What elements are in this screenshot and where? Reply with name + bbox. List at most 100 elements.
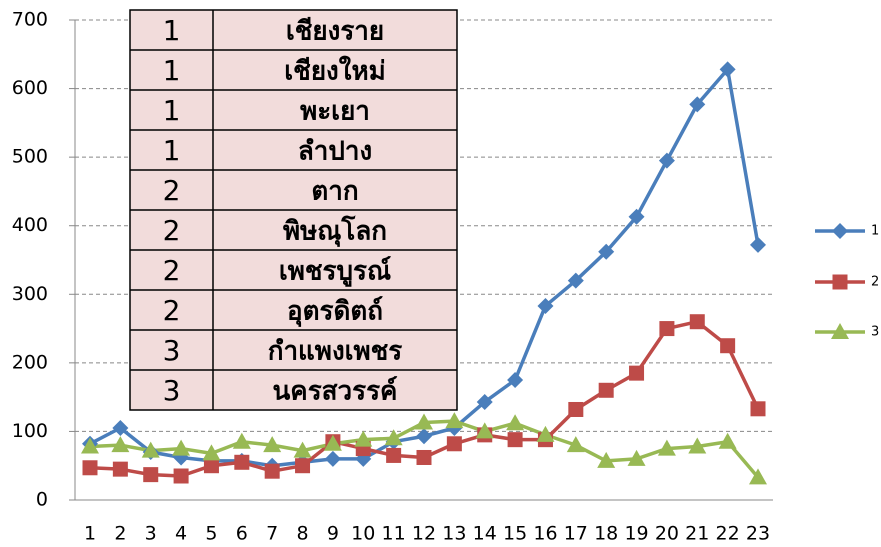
x-tick-label: 16	[533, 523, 557, 545]
marker	[688, 437, 707, 454]
marker	[354, 430, 373, 447]
table-cell: เชียงใหม่	[284, 56, 385, 87]
marker	[293, 441, 312, 458]
marker	[263, 436, 282, 453]
marker	[628, 208, 645, 225]
x-tick-label: 19	[624, 523, 648, 545]
marker	[507, 432, 523, 448]
table-cell: 2	[163, 214, 181, 247]
marker	[598, 243, 615, 260]
marker	[720, 338, 736, 354]
x-tick-label: 23	[746, 523, 770, 545]
table-cell: พิษณุโลก	[283, 215, 387, 248]
marker	[416, 428, 432, 445]
marker	[324, 450, 341, 467]
x-tick-label: 6	[236, 523, 248, 545]
marker	[475, 422, 494, 439]
y-tick-label: 200	[12, 351, 48, 373]
x-tick-label: 10	[351, 523, 375, 545]
marker	[143, 467, 159, 483]
x-tick-label: 22	[716, 523, 740, 545]
marker	[749, 468, 767, 485]
marker	[658, 152, 675, 169]
marker	[567, 272, 584, 289]
table-cell: ตาก	[311, 177, 358, 207]
marker	[476, 393, 493, 410]
x-tick-label: 14	[473, 523, 497, 545]
marker	[295, 458, 311, 474]
marker	[750, 401, 766, 417]
marker	[659, 321, 675, 337]
marker	[689, 314, 705, 330]
marker	[719, 61, 736, 78]
y-tick-label: 700	[12, 9, 48, 31]
marker	[536, 425, 555, 442]
x-tick-label: 4	[175, 523, 187, 545]
x-tick-label: 18	[594, 523, 618, 545]
marker	[718, 432, 737, 449]
table-cell: 2	[163, 254, 181, 287]
x-tick-label: 7	[266, 523, 278, 545]
marker	[82, 460, 98, 476]
marker	[537, 297, 554, 314]
table-cell: 1	[163, 94, 181, 127]
marker	[832, 274, 848, 290]
x-tick-label: 13	[442, 523, 466, 545]
table-cell: 2	[163, 294, 181, 327]
y-tick-label: 600	[12, 77, 48, 99]
table-cell: พะเยา	[300, 97, 370, 127]
marker	[384, 429, 403, 446]
marker	[506, 414, 525, 431]
marker	[832, 223, 848, 239]
x-tick-label: 11	[382, 523, 406, 545]
table-cell: 2	[163, 174, 181, 207]
y-tick-label: 300	[12, 283, 48, 305]
table-cell: อุตรดิตถ์	[287, 296, 383, 328]
legend-label: 2	[871, 275, 879, 290]
marker	[657, 439, 676, 456]
marker	[234, 454, 250, 470]
marker	[323, 434, 342, 451]
marker	[445, 412, 464, 429]
x-tick-label: 9	[327, 523, 339, 545]
x-tick-label: 5	[205, 523, 217, 545]
y-tick-label: 500	[12, 146, 48, 168]
table-cell: 3	[163, 374, 181, 407]
x-tick-label: 12	[412, 523, 436, 545]
marker	[112, 461, 128, 477]
marker	[831, 323, 849, 339]
y-tick-label: 100	[12, 420, 48, 442]
y-tick-label: 400	[12, 214, 48, 236]
marker	[507, 372, 524, 388]
marker	[386, 447, 402, 463]
marker	[416, 449, 432, 465]
table-cell: 1	[163, 14, 181, 47]
y-tick-label: 0	[36, 489, 48, 511]
table-cell: 1	[163, 54, 181, 87]
marker	[202, 444, 221, 461]
marker	[750, 236, 766, 253]
table-cell: ลำปาง	[298, 137, 372, 167]
x-tick-label: 21	[685, 523, 709, 545]
x-tick-label: 20	[655, 523, 679, 545]
table-cell: กำแพงเพชร	[268, 337, 403, 367]
marker	[173, 468, 189, 484]
marker	[232, 432, 251, 449]
x-tick-label: 17	[564, 523, 588, 545]
x-tick-label: 2	[114, 523, 126, 545]
marker	[415, 413, 433, 430]
marker	[264, 463, 280, 479]
marker	[141, 441, 160, 458]
table-cell: นครสวรรค์	[273, 376, 398, 407]
x-tick-label: 3	[145, 523, 157, 545]
marker	[568, 401, 584, 417]
table-cell: เพชรบูรณ์	[279, 256, 391, 288]
x-tick-label: 1	[84, 523, 96, 545]
marker	[446, 436, 462, 452]
marker	[627, 449, 646, 466]
legend-label: 3	[871, 325, 879, 340]
marker	[203, 458, 219, 474]
table-cell: 1	[163, 134, 181, 167]
marker	[81, 437, 99, 454]
